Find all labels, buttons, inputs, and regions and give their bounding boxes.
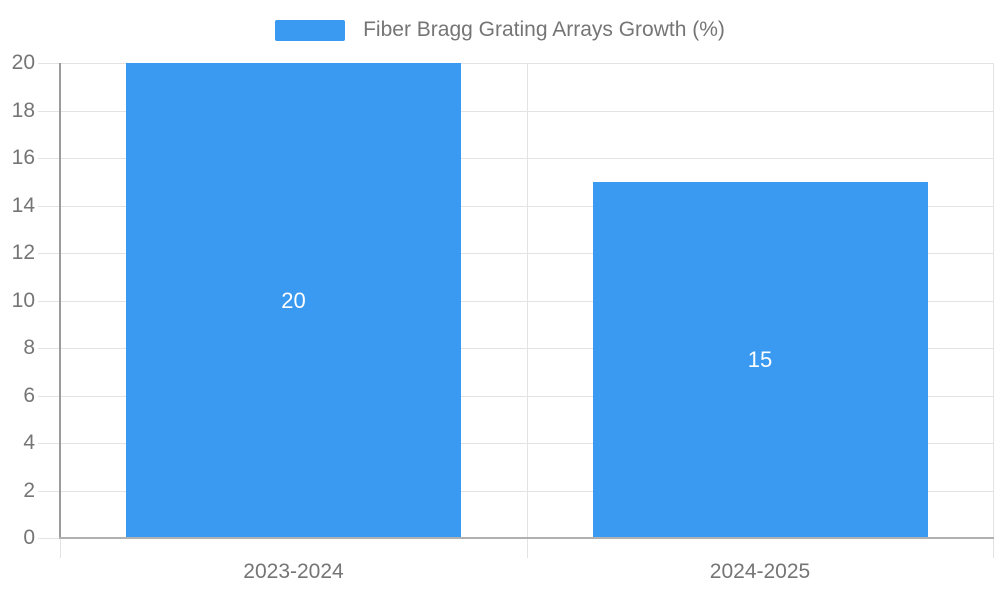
legend-label: Fiber Bragg Grating Arrays Growth (%) xyxy=(363,18,725,41)
bar-value-label: 15 xyxy=(747,346,773,372)
y-axis-tick xyxy=(38,348,60,349)
x-axis-tick xyxy=(60,538,61,558)
y-axis-tick-label: 8 xyxy=(23,336,35,359)
legend[interactable]: Fiber Bragg Grating Arrays Growth (%) xyxy=(0,18,1000,42)
y-axis-tick xyxy=(38,158,60,159)
y-axis-tick-label: 12 xyxy=(11,241,35,264)
x-axis-category-label: 2024-2025 xyxy=(709,560,811,583)
y-axis-tick-label: 2 xyxy=(23,478,35,502)
bar-2024-2025[interactable] xyxy=(592,181,928,538)
gridline-vertical xyxy=(993,63,994,558)
bar-value-label: 20 xyxy=(281,287,306,313)
y-axis-tick-label: 4 xyxy=(23,431,35,454)
y-axis-tick xyxy=(38,205,60,207)
bar-2023-2024[interactable] xyxy=(126,63,461,538)
legend-swatch-icon xyxy=(275,19,346,41)
gridline-horizontal xyxy=(60,443,993,444)
gridline-horizontal xyxy=(60,253,993,254)
y-axis-tick xyxy=(38,490,60,492)
gridline-horizontal xyxy=(60,158,993,159)
y-axis-tick xyxy=(38,63,60,64)
y-axis-tick-label: 10 xyxy=(11,288,35,312)
x-axis-line xyxy=(59,537,994,539)
y-axis-tick xyxy=(38,253,60,254)
gridline-vertical xyxy=(527,63,528,558)
gridline-horizontal xyxy=(60,490,993,492)
y-axis-line xyxy=(59,63,61,538)
y-axis-tick-label: 14 xyxy=(11,193,35,217)
y-axis-tick xyxy=(38,110,60,112)
y-axis-tick-label: 18 xyxy=(11,98,35,122)
y-axis-tick-label: 20 xyxy=(11,51,35,74)
gridline-horizontal xyxy=(60,110,993,112)
x-axis-category-label: 2023-2024 xyxy=(243,560,344,583)
gridline-horizontal xyxy=(60,300,993,302)
y-axis-tick xyxy=(38,443,60,444)
y-axis-tick xyxy=(38,538,60,539)
y-axis-tick xyxy=(38,395,60,397)
gridline-horizontal xyxy=(60,205,993,207)
y-axis-tick-label: 16 xyxy=(11,146,35,169)
y-axis-tick xyxy=(38,300,60,302)
y-axis-tick-label: 0 xyxy=(23,526,35,549)
gridline-horizontal xyxy=(60,348,993,349)
gridline-horizontal xyxy=(60,395,993,397)
y-axis-tick-label: 6 xyxy=(23,383,35,407)
gridline-horizontal xyxy=(60,63,993,64)
